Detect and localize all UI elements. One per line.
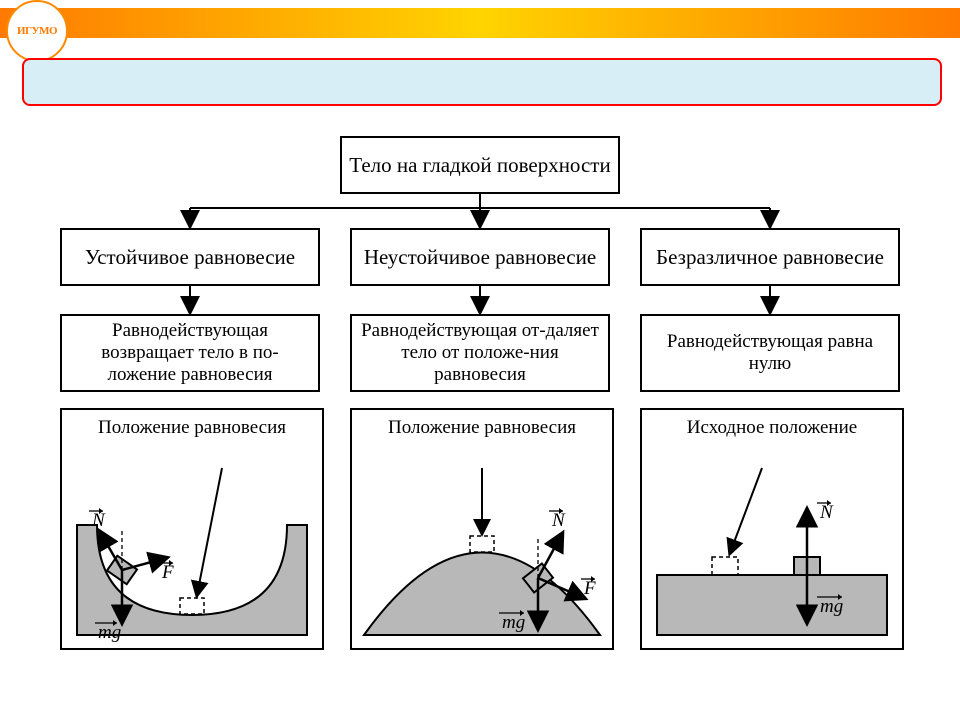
flowchart: Тело на гладкой поверхности Устойчивое р…	[60, 136, 900, 688]
type-label: Безразличное равновесие	[656, 245, 884, 269]
type-box-unstable: Неустойчивое равновесие	[350, 228, 610, 286]
title-banner	[22, 58, 942, 106]
root-box: Тело на гладкой поверхности	[340, 136, 620, 194]
svg-text:N: N	[91, 510, 106, 531]
svg-text:F: F	[583, 578, 596, 599]
desc-text: Равнодействующая от-даляет тело от полож…	[358, 320, 602, 386]
svg-text:mg: mg	[502, 612, 525, 633]
svg-text:N: N	[551, 510, 566, 531]
logo-badge: ИГУМО	[6, 0, 68, 62]
type-label: Неустойчивое равновесие	[364, 245, 596, 269]
type-box-stable: Устойчивое равновесие	[60, 228, 320, 286]
figure-neutral-svg: N mg	[642, 410, 902, 648]
logo-text: ИГУМО	[17, 25, 57, 37]
desc-box-neutral: Равнодействующая равна нулю	[640, 314, 900, 392]
figure-unstable-svg: N F mg	[352, 410, 612, 648]
figure-unstable: Положение равновесия N F m	[350, 408, 614, 650]
svg-text:mg: mg	[98, 622, 121, 643]
root-text: Тело на гладкой поверхности	[349, 153, 610, 177]
header-gradient-bar	[0, 8, 960, 38]
desc-text: Равнодействующая равна нулю	[648, 331, 892, 375]
figure-neutral: Исходное положение N mg	[640, 408, 904, 650]
svg-text:mg: mg	[820, 596, 843, 617]
svg-text:F: F	[161, 562, 174, 583]
type-box-neutral: Безразличное равновесие	[640, 228, 900, 286]
desc-box-unstable: Равнодействующая от-даляет тело от полож…	[350, 314, 610, 392]
figure-stable-svg: N F mg	[62, 410, 322, 648]
figure-stable: Положение равновесия N F	[60, 408, 324, 650]
desc-box-stable: Равнодействующая возвращает тело в по-ло…	[60, 314, 320, 392]
desc-text: Равнодействующая возвращает тело в по-ло…	[68, 320, 312, 386]
type-label: Устойчивое равновесие	[85, 245, 295, 269]
svg-text:N: N	[819, 502, 834, 523]
